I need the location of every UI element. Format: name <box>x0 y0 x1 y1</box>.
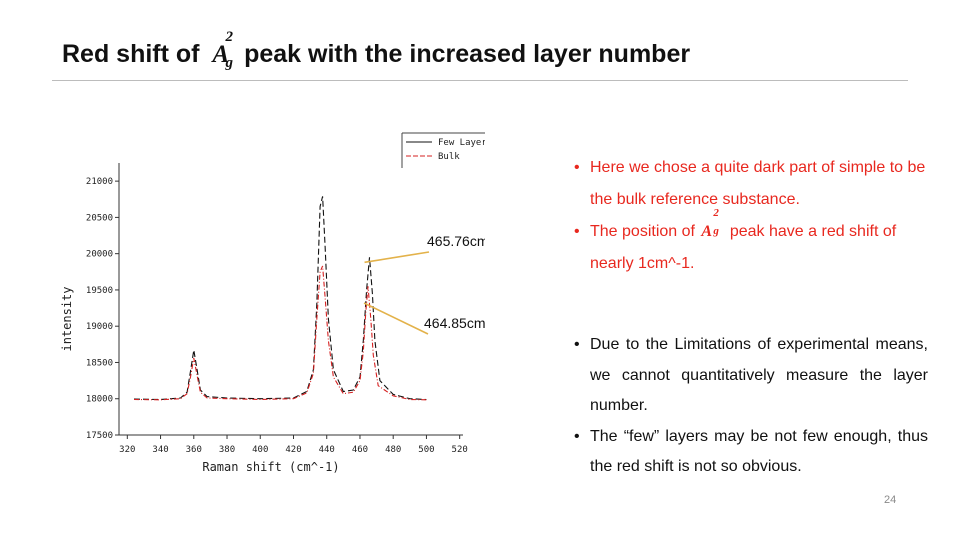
red-bullet-1: • Here we chose a quite dark part of sim… <box>572 152 942 216</box>
series-line-bulk <box>133 265 427 401</box>
x-tick-label: 440 <box>319 445 335 455</box>
x-tick-label: 400 <box>252 445 268 455</box>
black-bullet-2: • The “few” layers may be not few enough… <box>572 422 928 483</box>
x-tick-label: 460 <box>352 445 368 455</box>
black-bullet-2-text: The “few” layers may be not few enough, … <box>590 427 928 476</box>
x-tick-label: 520 <box>452 445 468 455</box>
x-tick-label: 340 <box>152 445 168 455</box>
annotation-upper-arrow <box>364 251 430 264</box>
red-bullet-1-text: Here we chose a quite dark part of simpl… <box>590 159 926 208</box>
y-tick-label: 18500 <box>86 358 113 368</box>
y-tick-label: 20500 <box>86 213 113 223</box>
y-tick-label: 20000 <box>86 250 113 260</box>
raman-chart: 320 340 360 380 400 420 440 460 480 500 520 17500 18… <box>55 125 485 485</box>
legend-label: Bulk <box>438 152 460 162</box>
bullet-dot: • <box>574 159 580 176</box>
x-tick-label: 380 <box>219 445 235 455</box>
annotation-lower-label: 464.85cm^-1 <box>424 315 485 331</box>
annotation-upper-label: 465.76cm^-1 <box>427 233 485 249</box>
black-bullet-1: • Due to the Limitations of experimental… <box>572 330 928 422</box>
x-tick-label: 320 <box>119 445 135 455</box>
black-bullet-list: • Due to the Limitations of experimental… <box>572 330 928 483</box>
red-bullet-2-text-after: peak have a red shift of nearly 1cm^-1. <box>590 223 897 272</box>
red-bullet-list: • Here we chose a quite dark part of sim… <box>572 152 942 280</box>
bullet-dot: • <box>574 427 580 445</box>
page-number: 24 <box>884 494 897 506</box>
x-tick-label: 360 <box>186 445 202 455</box>
x-axis-title: Raman shift (cm^-1) <box>202 460 339 474</box>
series-line-few-layers <box>133 196 427 401</box>
y-axis-title: intensity <box>60 286 74 351</box>
x-tick-label: 480 <box>385 445 401 455</box>
y-tick-label: 19500 <box>86 286 113 296</box>
raman-chart-svg: 320 340 360 380 400 420 440 460 480 500 520 17500 18… <box>60 132 485 474</box>
y-tick-label: 21000 <box>86 177 113 187</box>
annotation-lower-arrow <box>363 302 429 335</box>
title-divider <box>52 80 908 81</box>
bullet-dot: • <box>574 336 580 353</box>
black-bullet-1-text: Due to the Limitations of experimental m… <box>590 336 928 414</box>
title-text-before: Red shift of <box>62 40 200 68</box>
y-tick-label: 18000 <box>86 395 113 405</box>
title-text-after: peak with the increased layer number <box>244 40 691 68</box>
x-tick-label: 500 <box>418 445 434 455</box>
bullet-dot: • <box>574 223 580 240</box>
x-tick-label: 420 <box>285 445 301 455</box>
legend-label: Few Layers <box>438 138 485 148</box>
y-tick-label: 19000 <box>86 322 113 332</box>
y-tick-label: 17500 <box>86 431 113 441</box>
red-bullet-2-text-before: The position of <box>590 223 695 240</box>
